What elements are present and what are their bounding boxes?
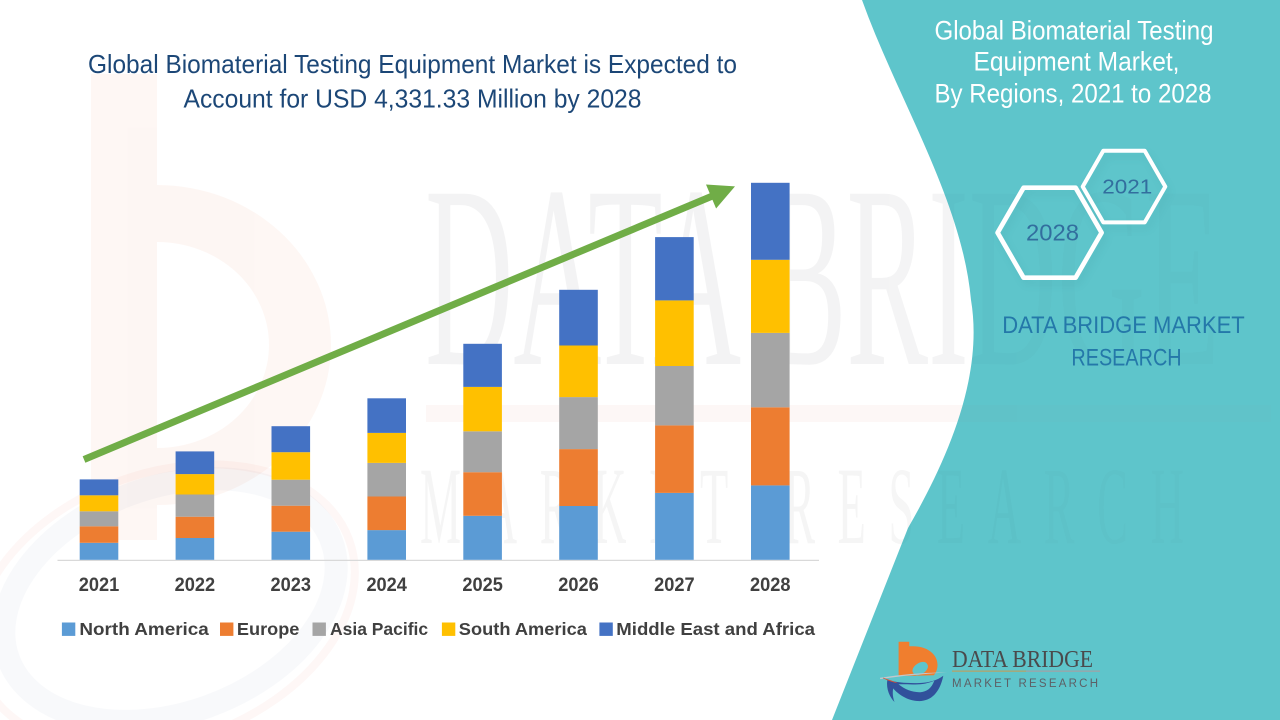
- svg-text:2025: 2025: [462, 575, 503, 596]
- svg-text:Europe: Europe: [237, 619, 300, 639]
- svg-text:2021: 2021: [79, 575, 120, 596]
- svg-text:North America: North America: [79, 619, 209, 639]
- svg-text:2028: 2028: [1026, 220, 1079, 246]
- svg-text:Equipment Market,: Equipment Market,: [974, 47, 1180, 77]
- svg-text:South America: South America: [459, 619, 587, 639]
- svg-text:2027: 2027: [654, 575, 695, 596]
- svg-text:MARKET RESEARCH: MARKET RESEARCH: [952, 678, 1098, 690]
- svg-text:DATA BRIDGE MARKET: DATA BRIDGE MARKET: [1002, 312, 1245, 339]
- svg-text:2026: 2026: [558, 575, 599, 596]
- svg-text:DATA BRIDGE: DATA BRIDGE: [952, 646, 1093, 673]
- svg-text:Global Biomaterial Testing Equ: Global Biomaterial Testing Equipment Mar…: [88, 49, 737, 79]
- svg-text:Middle East and Africa: Middle East and Africa: [616, 619, 815, 639]
- svg-text:2022: 2022: [175, 575, 216, 596]
- svg-text:Global Biomaterial Testing: Global Biomaterial Testing: [935, 15, 1214, 45]
- svg-text:2028: 2028: [750, 575, 791, 596]
- svg-text:Asia Pacific: Asia Pacific: [330, 619, 428, 639]
- svg-text:2021: 2021: [1102, 175, 1152, 198]
- svg-text:RESEARCH: RESEARCH: [1071, 345, 1181, 372]
- svg-text:Account for USD 4,331.33 Milli: Account for USD 4,331.33 Million by 2028: [184, 84, 642, 114]
- svg-text:2023: 2023: [271, 575, 312, 596]
- svg-text:2024: 2024: [366, 575, 407, 596]
- svg-text:By Regions, 2021 to 2028: By Regions, 2021 to 2028: [935, 79, 1212, 109]
